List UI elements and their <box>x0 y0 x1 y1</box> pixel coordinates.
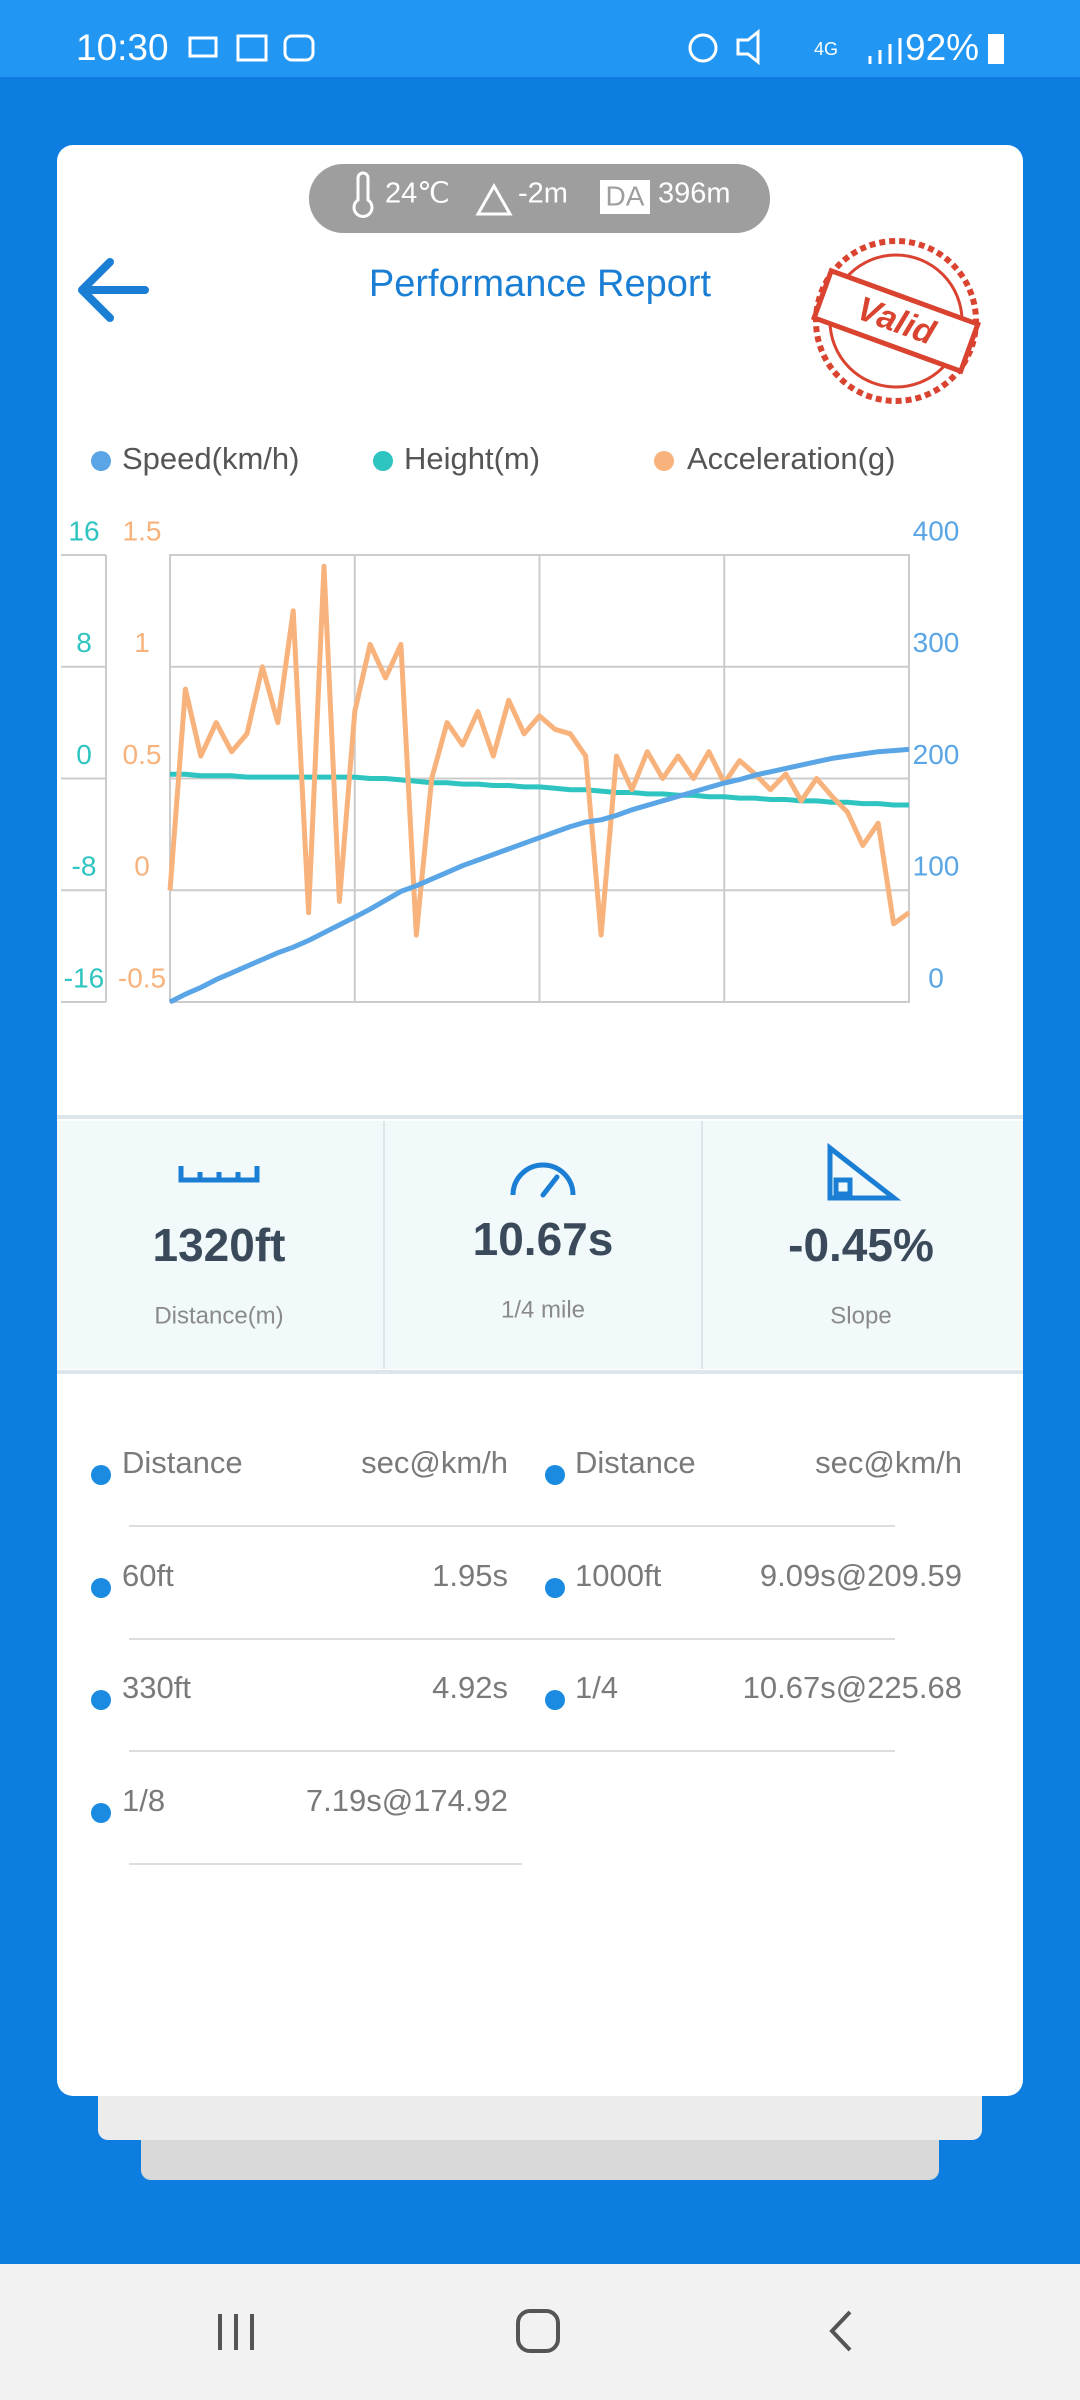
row-value: sec@km/h <box>361 1445 508 1480</box>
legend-label: Speed(km/h) <box>122 441 299 476</box>
y-tick-label: 100 <box>913 851 960 882</box>
chart: 16 8 0 -8 -16 1.5 1 0.5 0 -0.5 400 300 200 100 0 Speed(… <box>61 441 960 1005</box>
card <box>57 145 1023 2096</box>
y-tick-label: 0 <box>134 851 150 882</box>
y-tick-label: 1.5 <box>123 515 162 546</box>
y-tick-label: 0.5 <box>123 739 162 770</box>
stat-label: Slope <box>830 1302 891 1329</box>
density-altitude: 396m <box>658 178 731 210</box>
row-value: 7.19s@174.92 <box>306 1783 508 1818</box>
stats-icons <box>178 1142 902 1201</box>
stat-value: -0.45% <box>788 1219 934 1271</box>
row-value: 1.95s <box>432 1558 508 1593</box>
result-table: Distance sec@km/h 60ft 1.95s 330ft 4.92s 1/8 7.… <box>91 1445 962 1865</box>
row-bullet <box>91 1690 111 1710</box>
row-value: 4.92s <box>432 1670 508 1705</box>
status-icons <box>188 28 902 66</box>
row-value: 10.67s@225.68 <box>743 1670 962 1705</box>
altitude: -2m <box>518 178 568 210</box>
row-label: Distance <box>575 1445 696 1480</box>
y-tick-label: 0 <box>928 962 944 993</box>
row-bullet <box>545 1690 565 1710</box>
y-tick-label: 1 <box>134 627 150 658</box>
legend-label: Acceleration(g) <box>687 441 895 476</box>
legend-marker <box>373 451 393 471</box>
row-bullet <box>545 1465 565 1485</box>
status-network: 4G <box>814 39 838 59</box>
stat-label: Distance(m) <box>154 1302 283 1329</box>
series-line <box>168 746 910 1005</box>
status-time: 10:30 <box>76 27 169 68</box>
row-value: sec@km/h <box>815 1445 962 1480</box>
y-tick-label: 300 <box>913 627 960 658</box>
y-tick-label: -8 <box>72 851 97 882</box>
mountain-icon <box>475 182 513 216</box>
stat-value: 1320ft <box>153 1219 286 1271</box>
weather-pill <box>309 164 770 233</box>
row-bullet <box>545 1578 565 1598</box>
row-bullet <box>91 1803 111 1823</box>
page-title: Performance Report <box>369 263 712 305</box>
back-button[interactable] <box>78 258 149 322</box>
y-tick-label: 16 <box>68 515 99 546</box>
temperature: 24℃ <box>385 178 450 210</box>
row-label: 1000ft <box>575 1558 662 1593</box>
y-tick-label: -0.5 <box>118 962 166 993</box>
thermometer-icon <box>352 171 374 218</box>
recent-apps-button[interactable] <box>218 2314 254 2350</box>
y-tick-label: 200 <box>913 739 960 770</box>
stat-value: 10.67s <box>473 1213 614 1265</box>
legend-marker <box>654 451 674 471</box>
row-label: 1/8 <box>122 1783 165 1818</box>
row-bullet <box>91 1578 111 1598</box>
home-button[interactable] <box>516 2309 560 2353</box>
legend-marker <box>91 451 111 471</box>
back-nav-button[interactable] <box>829 2310 852 2352</box>
y-tick-label: 400 <box>913 515 960 546</box>
da-box <box>600 180 650 214</box>
status-battery: 92% <box>905 27 979 68</box>
y-tick-label: 8 <box>76 627 92 658</box>
row-label: Distance <box>122 1445 243 1480</box>
nav-bar <box>0 2264 1080 2400</box>
battery-icon <box>988 34 1004 64</box>
y-tick-label: 0 <box>76 739 92 770</box>
da-label: DA <box>606 180 645 211</box>
row-value: 9.09s@209.59 <box>760 1558 962 1593</box>
y-tick-label: -16 <box>64 962 104 993</box>
row-label: 60ft <box>122 1558 174 1593</box>
row-bullet <box>91 1465 111 1485</box>
stats-band <box>57 1121 1023 1369</box>
stat-label: 1/4 mile <box>501 1296 585 1323</box>
row-label: 330ft <box>122 1670 191 1705</box>
row-label: 1/4 <box>575 1670 618 1705</box>
stats: 1320ft Distance(m) 10.67s 1/4 mile -0.45% Slo… <box>153 1213 934 1329</box>
series-line <box>167 563 911 938</box>
legend-label: Height(m) <box>404 441 540 476</box>
series-line <box>170 771 909 808</box>
